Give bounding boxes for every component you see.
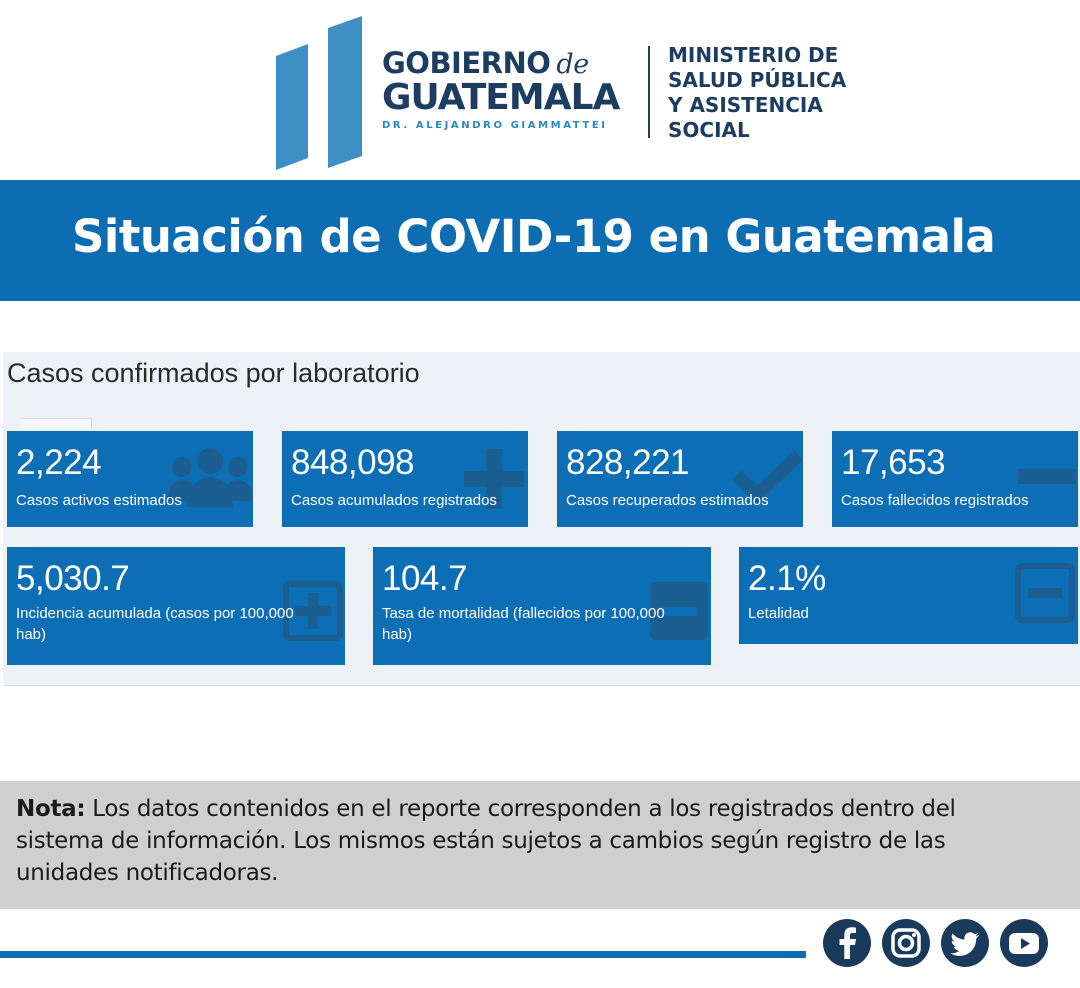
- card-label: Casos fallecidos registrados: [841, 492, 1029, 509]
- note-body: Los datos contenidos en el reporte corre…: [16, 796, 956, 886]
- card-incidence: 5,030.7 Incidencia acumulada (casos por …: [7, 547, 345, 665]
- card-value: 104.7: [382, 559, 468, 598]
- youtube-glyph-icon: [1009, 933, 1039, 954]
- card-label: Casos recuperados estimados: [566, 492, 769, 509]
- facebook-glyph-icon: [839, 927, 856, 959]
- page-title: Situación de COVID-19 en Guatemala: [72, 210, 996, 263]
- card-value: 828,221: [566, 443, 690, 482]
- government-name: GOBIERNO de GUATEMALA DR. ALEJANDRO GIAMM…: [382, 46, 620, 131]
- card-recovered-cases: 828,221 Casos recuperados estimados: [557, 431, 803, 527]
- tab-stub: [21, 418, 92, 429]
- card-label: Casos acumulados registrados: [291, 492, 497, 509]
- card-value: 2,224: [16, 443, 102, 482]
- ministry-line: SALUD PÚBLICA: [668, 68, 847, 92]
- gov-line1: GOBIERNO: [382, 46, 551, 80]
- users-icon: [167, 448, 253, 507]
- card-lethality: 2.1% Letalidad: [739, 547, 1078, 644]
- minus-square-icon: [650, 582, 708, 640]
- ministry-line: SOCIAL: [668, 118, 750, 142]
- twitter-glyph-icon: [950, 932, 979, 956]
- card-label: Tasa de mortalidad (fallecidos por 100,0…: [382, 605, 665, 643]
- card-label: Letalidad: [748, 605, 809, 622]
- header-divider: [648, 46, 650, 138]
- note-label: Nota:: [16, 796, 86, 822]
- government-logo-icon: [276, 16, 362, 170]
- youtube-icon[interactable]: [1000, 919, 1048, 967]
- card-value: 5,030.7: [16, 559, 130, 598]
- card-label: Incidencia acumulada (casos por 100,000 …: [16, 605, 294, 643]
- facebook-icon[interactable]: [823, 919, 871, 967]
- instagram-icon[interactable]: [882, 919, 930, 967]
- card-mortality-rate: 104.7 Tasa de mortalidad (fallecidos por…: [373, 547, 711, 665]
- twitter-icon[interactable]: [941, 919, 989, 967]
- footer-line: [0, 951, 806, 958]
- note-box: Nota: Los datos contenidos en el reporte…: [0, 781, 1080, 909]
- card-value: 17,653: [841, 443, 946, 482]
- card-deceased-cases: 17,653 Casos fallecidos registrados: [832, 431, 1078, 527]
- title-band: Situación de COVID-19 en Guatemala: [0, 180, 1080, 301]
- card-value: 848,098: [291, 443, 415, 482]
- minus-icon: [1018, 469, 1076, 484]
- ministry-line: MINISTERIO DE: [668, 43, 839, 67]
- plus-icon: [464, 449, 524, 509]
- ministry-line: Y ASISTENCIA: [668, 93, 823, 117]
- gov-line2: GUATEMALA: [382, 77, 620, 118]
- card-value: 2.1%: [748, 559, 826, 598]
- panel-title: Casos confirmados por laboratorio: [7, 358, 420, 388]
- card-active-cases: 2,224 Casos activos estimados: [7, 431, 253, 527]
- dashboard-panel: Casos confirmados por laboratorio 2,224 …: [3, 352, 1080, 686]
- plus-square-icon: [283, 581, 343, 641]
- ministry-name: MINISTERIO DE SALUD PÚBLICA Y ASISTENCIA…: [668, 43, 928, 143]
- minus-square-outline-icon: [1015, 563, 1075, 623]
- note-text: Nota: Los datos contenidos en el reporte…: [16, 793, 1016, 889]
- card-accumulated-cases: 848,098 Casos acumulados registrados: [282, 431, 528, 527]
- gov-president: DR. ALEJANDRO GIAMMATTEI: [382, 120, 608, 131]
- gov-de: de: [556, 49, 589, 80]
- check-icon: [733, 450, 803, 505]
- card-label: Casos activos estimados: [16, 492, 182, 509]
- instagram-glyph-icon: [891, 928, 921, 958]
